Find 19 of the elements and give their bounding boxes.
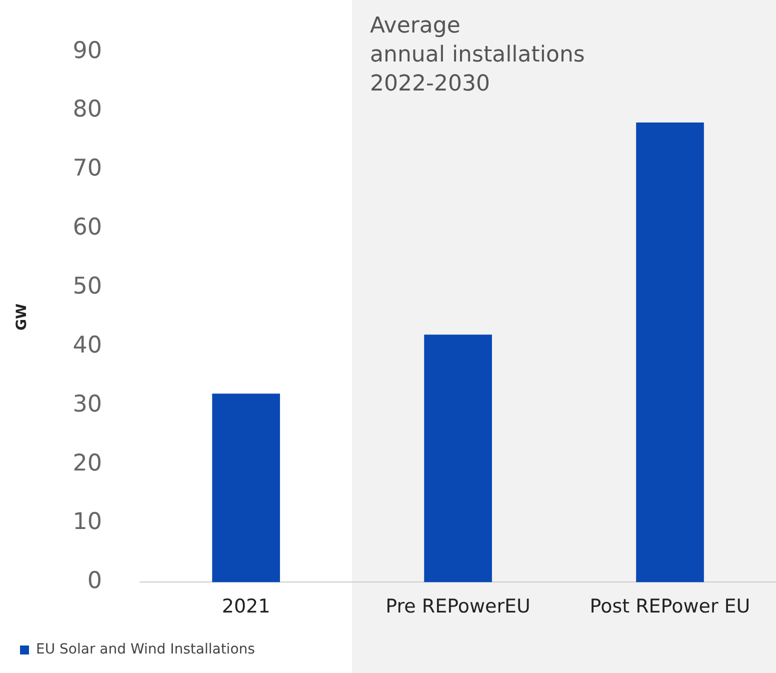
y-tick-label: 10 — [72, 509, 102, 536]
y-tick-label: 70 — [72, 156, 102, 182]
y-tick-label: 50 — [72, 274, 102, 300]
band-label: Average annual installations 2022-2030 — [370, 14, 585, 97]
x-tick-label: Post REPower EU — [590, 596, 750, 618]
x-tick-label: Pre REPowerEU — [386, 596, 530, 618]
bar — [424, 334, 492, 582]
x-tick-label: 2021 — [222, 596, 270, 618]
y-tick-label: 60 — [72, 214, 102, 241]
bar — [212, 394, 280, 582]
y-tick-label: 20 — [72, 450, 102, 476]
y-tick-label: 0 — [87, 568, 102, 594]
y-tick-label: 80 — [72, 96, 102, 123]
bar — [636, 122, 704, 582]
legend-label: EU Solar and Wind Installations — [36, 642, 255, 658]
y-tick-label: 30 — [72, 391, 102, 418]
y-axis-title: GW — [14, 304, 30, 330]
y-tick-label: 90 — [72, 38, 102, 64]
y-tick-label: 40 — [72, 332, 102, 358]
